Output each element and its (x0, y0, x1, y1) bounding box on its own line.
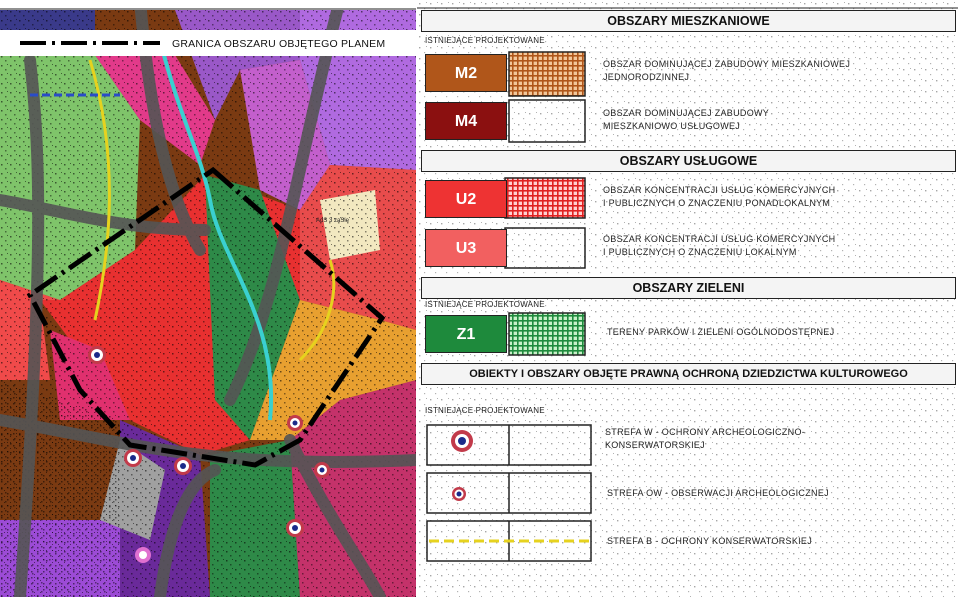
heritage-marker-icon[interactable] (174, 457, 192, 475)
legend-swatch-m2[interactable]: M2 (425, 54, 507, 92)
legend-desc-m4: OBSZAR DOMINUJĄCEJ ZABUDOWY MIESZKANIOWO… (603, 107, 769, 133)
column-header-residential: ISTNIEJĄCE PROJEKTOWANE (425, 36, 545, 45)
legend-desc-strefa-w-line2: KONSERWATORSKIEJ (605, 440, 705, 450)
column-header-greenery: ISTNIEJĄCE PROJEKTOWANE (425, 300, 545, 309)
legend-swatch-m4[interactable]: M4 (425, 102, 507, 140)
legend-desc-strefa-w-line1: STREFA W - OCHRONY ARCHEOLOGICZNO- (605, 427, 806, 437)
section-header-greenery: OBSZARY ZIELENI (421, 277, 956, 299)
legend-desc-u3-line2: I PUBLICZNYCH O ZNACZENIU LOKALNYM (603, 247, 797, 257)
heritage-marker-icon[interactable] (286, 519, 304, 537)
map-canvas: AdS 3 zaSie (0, 0, 416, 597)
legend-swatch-u2[interactable]: U2 (425, 180, 507, 218)
strefa-ow-marker-icon (452, 487, 466, 501)
legend-desc-u3: OBSZAR KONCENTRACJI USŁUG KOMERCYJNYCH I… (603, 233, 835, 259)
legend-desc-m2-line1: OBSZAR DOMINUJĄCEJ ZABUDOWY MIESZKANIOWE… (603, 59, 851, 69)
plot-label: AdS 3 zaSie (316, 218, 350, 224)
plan-boundary-line (26, 166, 386, 468)
land-use-map[interactable]: AdS 3 zaSie GRANICA OBSZARU OBJĘTEGO PLA… (0, 0, 416, 597)
legend-swatch-u3[interactable]: U3 (425, 229, 507, 267)
section-header-services: OBSZARY USŁUGOWE (421, 150, 956, 172)
legend-desc-z1: TERENY PARKÓW I ZIELENI OGÓLNODOSTĘPNEJ (607, 327, 835, 337)
legend-panel: OBSZARY MIESZKANIOWE ISTNIEJĄCE PROJEKTO… (417, 0, 958, 597)
legend-desc-strefa-b: STREFA B - OCHRONY KONSERWATORSKIEJ (607, 536, 813, 546)
column-header-heritage: ISTNIEJĄCE PROJEKTOWANE (425, 406, 545, 415)
legend-desc-u2-line1: OBSZAR KONCENTRACJI USŁUG KOMERCYJNYCH (603, 185, 836, 195)
section-header-heritage: OBIEKTY I OBSZARY OBJĘTE PRAWNĄ OCHRONĄ … (421, 363, 956, 385)
section-header-residential: OBSZARY MIESZKANIOWE (421, 10, 956, 32)
legend-desc-strefa-w: STREFA W - OCHRONY ARCHEOLOGICZNO- KONSE… (605, 426, 805, 452)
legend-desc-m2-line2: JEDNORODZINNEJ (603, 72, 690, 82)
legend-desc-u3-line1: OBSZAR KONCENTRACJI USŁUG KOMERCYJNYCH (603, 234, 836, 244)
legend-desc-m4-line1: OBSZAR DOMINUJĄCEJ ZABUDOWY (603, 108, 770, 118)
heritage-marker-icon[interactable] (287, 415, 303, 431)
legend-swatch-z1[interactable]: Z1 (425, 315, 507, 353)
heritage-marker-icon[interactable] (314, 462, 330, 478)
heritage-marker-icon[interactable] (124, 449, 142, 467)
strefa-w-marker-icon (451, 430, 473, 452)
legend-desc-m2: OBSZAR DOMINUJĄCEJ ZABUDOWY MIESZKANIOWE… (603, 58, 850, 84)
legend-desc-u2-line2: I PUBLICZNYCH O ZNACZENIU PONADLOKALNYM (603, 198, 831, 208)
heritage-marker-icon[interactable] (88, 346, 106, 364)
heritage-marker-icon[interactable] (135, 547, 151, 563)
legend-desc-strefa-ow: STREFA OW - OBSERWACJI ARCHEOLOGICZNEJ (607, 488, 829, 498)
boundary-legend-label: GRANICA OBSZARU OBJĘTEGO PLANEM (172, 38, 386, 50)
legend-desc-u2: OBSZAR KONCENTRACJI USŁUG KOMERCYJNYCH I… (603, 184, 835, 210)
legend-desc-m4-line2: MIESZKANIOWO USŁUGOWEJ (603, 121, 741, 131)
